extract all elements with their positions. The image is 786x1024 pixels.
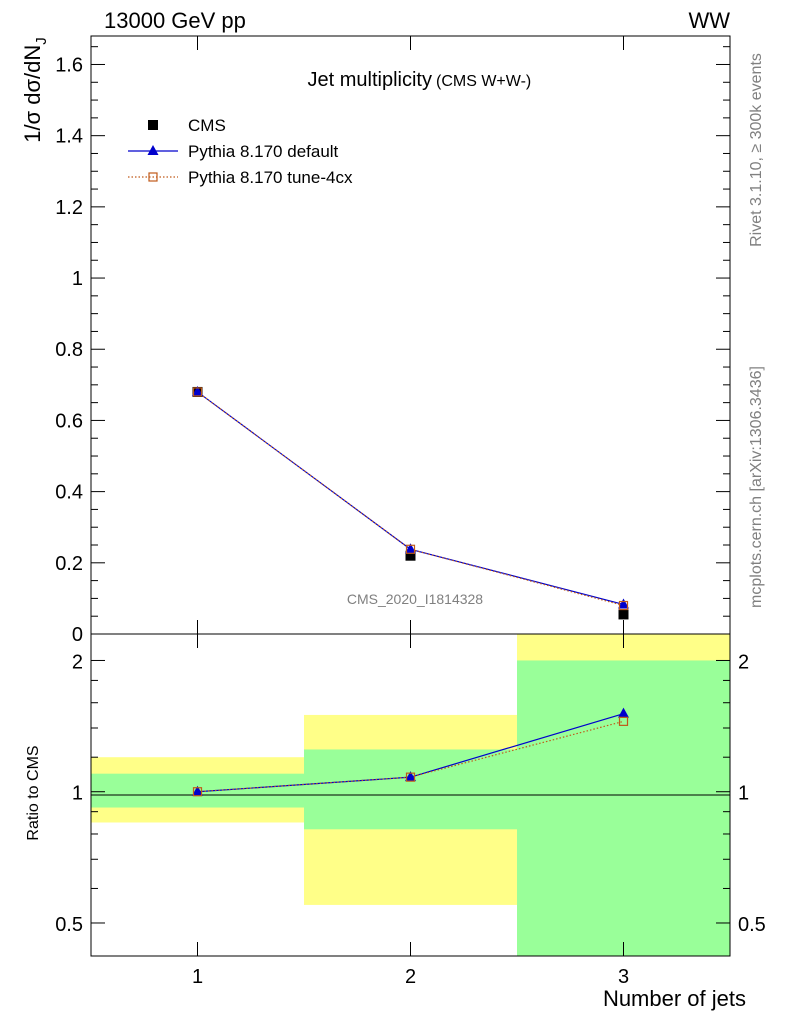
x-axis-label: Number of jets: [603, 986, 746, 1011]
legend-label: CMS: [188, 116, 226, 135]
main-point-pythia-8-170-tune-4cx: [405, 544, 416, 554]
x-tick-label: 3: [618, 966, 629, 988]
ratio-y-tick-label-right: 2: [738, 651, 749, 673]
main-y-tick-label: 0.6: [55, 410, 83, 432]
x-tick-label: 2: [405, 966, 416, 988]
ratio-plot: 0.5 0.5 1 1 2 2 1 2 3 Ratio to CMS Number of jet…: [25, 633, 766, 1011]
main-point-pythia-8-170-default: [618, 598, 629, 609]
legend-entry-cms: CMS: [148, 116, 226, 135]
uncertainty-band-green-3: [517, 660, 730, 956]
ratio-y-tick-label-left: 2: [72, 651, 83, 673]
legend-label: Pythia 8.170 default: [188, 142, 339, 161]
legend-entry-pythia-8-170-default: Pythia 8.170 default: [128, 142, 339, 161]
rivet-label: Rivet 3.1.10, ≥ 300k events: [748, 53, 765, 247]
ratio-point-pythia-8-170-default: [192, 785, 203, 796]
ratio-series-line-pythia-8-170-tune-4cx: [197, 720, 624, 793]
plot-title: Jet multiplicity: [308, 69, 432, 91]
ratio-point-pythia-8-170-tune-4cx: [192, 787, 203, 797]
ratio-y-tick-label-left: 0.5: [55, 914, 83, 936]
main-series-line-pythia-8-170-tune-4cx: [197, 391, 624, 607]
legend: CMS Pythia 8.170 default Pythia 8.170 tune…: [128, 116, 353, 187]
mcplots-label: mcplots.cern.ch [arXiv:1306.3436]: [748, 366, 765, 608]
main-point-cms: [405, 550, 416, 561]
svg-text:1/σ dσ/dNJ: 1/σ dσ/dNJ: [20, 37, 50, 143]
main-y-tick-label: 1.4: [55, 126, 83, 148]
ratio-y-tick-label-right: 0.5: [738, 914, 766, 936]
legend-marker: [148, 120, 158, 130]
main-y-tick-label: 0.8: [55, 339, 83, 361]
x-tick-label: 1: [192, 966, 203, 988]
legend-entry-pythia-8-170-tune-4cx: Pythia 8.170 tune-4cx: [128, 168, 353, 187]
ratio-y-tick-label-right: 1: [738, 783, 749, 805]
ratio-y-tick-label-left: 1: [72, 783, 83, 805]
analysis-label: CMS_2020_I1814328: [347, 591, 483, 607]
ratio-y-axis-label: Ratio to CMS: [25, 745, 42, 840]
main-y-axis-label: 1/σ dσ/dNJ: [20, 37, 50, 143]
ratio-point-pythia-8-170-default: [618, 707, 629, 718]
main-y-tick-label: 1.2: [55, 197, 83, 219]
legend-marker: [148, 172, 158, 182]
ratio-point-pythia-8-170-tune-4cx: [405, 772, 416, 782]
main-y-tick-label: 0.2: [55, 553, 83, 575]
main-plot: 0 0.2 0.4 0.6 0.8 1 1.2 1.4 1.6 Jet multiplicity…: [20, 35, 731, 646]
main-point-pythia-8-170-default: [405, 543, 416, 554]
energy-label: 13000 GeV pp: [104, 8, 246, 33]
main-y-tick-label: 1.6: [55, 54, 83, 76]
main-point-pythia-8-170-tune-4cx: [192, 387, 203, 397]
main-series-line-pythia-8-170-default: [197, 391, 624, 606]
uncertainty-band-green-2: [304, 749, 517, 830]
process-label: WW: [688, 8, 730, 33]
main-y-tick-label: 0: [72, 624, 83, 646]
legend-label: Pythia 8.170 tune-4cx: [188, 168, 353, 187]
ratio-point-pythia-8-170-tune-4cx: [618, 716, 629, 726]
main-point-pythia-8-170-default: [192, 385, 203, 396]
ratio-point-pythia-8-170-default: [405, 771, 416, 782]
plot-subtitle: (CMS W+W-): [436, 73, 531, 90]
legend-marker: [147, 145, 159, 155]
main-y-tick-label: 1: [72, 268, 83, 290]
main-point-pythia-8-170-tune-4cx: [618, 600, 629, 611]
y-axis-label-text: 1/σ dσ/dN: [20, 45, 45, 143]
main-point-cms: [618, 609, 629, 620]
y-axis-label-subscript: J: [33, 37, 50, 45]
main-y-tick-label: 0.4: [55, 482, 83, 504]
